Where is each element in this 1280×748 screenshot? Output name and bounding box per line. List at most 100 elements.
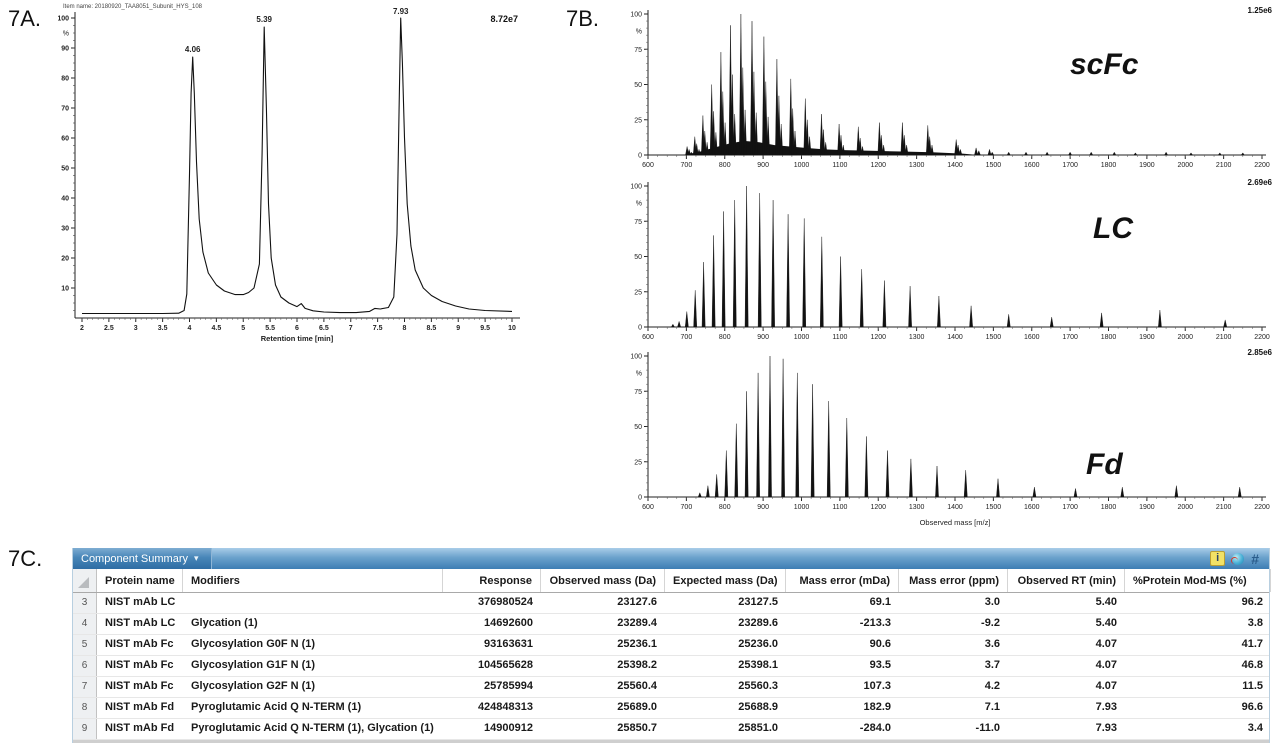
svg-text:75: 75 <box>634 389 642 396</box>
svg-text:0: 0 <box>638 153 642 160</box>
svg-text:1100: 1100 <box>832 334 847 341</box>
select-all-corner[interactable] <box>73 569 97 592</box>
header-modifiers[interactable]: Modifiers <box>183 569 443 592</box>
table-row[interactable]: 3 NIST mAb LC 376980524 23127.6 23127.5 69.1 3… <box>73 593 1269 614</box>
svg-text:1000: 1000 <box>794 162 810 169</box>
svg-text:1400: 1400 <box>947 162 963 169</box>
header-protein-mod-ms[interactable]: %Protein Mod-MS (%) <box>1125 569 1271 592</box>
cell-observed-mass: 23127.6 <box>617 596 657 608</box>
svg-text:1600: 1600 <box>1024 162 1040 169</box>
svg-text:1500: 1500 <box>986 162 1002 169</box>
cell-protein-mod-ms: 96.6 <box>1241 701 1263 713</box>
cell-modifiers: Pyroglutamic Acid Q N-TERM (1) <box>191 701 362 713</box>
cell-protein-mod-ms: 46.8 <box>1241 659 1263 671</box>
cell-mass-error-ppm: 3.6 <box>984 638 1000 650</box>
header-protein-name[interactable]: Protein name <box>97 569 183 592</box>
svg-text:5.39: 5.39 <box>256 15 272 24</box>
cell-mass-error-mda: -213.3 <box>859 617 891 629</box>
header-observed-mass[interactable]: Observed mass (Da) <box>541 569 665 592</box>
svg-text:25: 25 <box>634 459 642 466</box>
svg-text:6.5: 6.5 <box>319 325 329 332</box>
cell-response: 376980524 <box>477 596 533 608</box>
svg-text:2100: 2100 <box>1216 162 1232 169</box>
spectrum-lc-name: LC <box>1093 212 1133 245</box>
cell-expected-mass: 23289.6 <box>738 617 778 629</box>
svg-text:1600: 1600 <box>1024 334 1040 341</box>
table-bottom-strip <box>73 740 1269 743</box>
cell-protein-name: NIST mAb Fd <box>105 701 175 713</box>
header-observed-rt[interactable]: Observed RT (min) <box>1008 569 1125 592</box>
cell-protein-name: NIST mAb LC <box>105 617 176 629</box>
spectrum-fd-name: Fd <box>1086 448 1123 481</box>
info-icon[interactable]: i <box>1210 551 1226 566</box>
svg-text:7.93: 7.93 <box>393 8 409 16</box>
svg-text:20: 20 <box>61 256 69 263</box>
svg-text:25: 25 <box>634 117 642 124</box>
panel-b-label: 7B. <box>566 6 600 31</box>
table-row[interactable]: 8 NIST mAb Fd Pyroglutamic Acid Q N-TERM (… <box>73 698 1269 719</box>
cell-observed-mass: 25689.0 <box>617 701 657 713</box>
svg-text:2100: 2100 <box>1216 504 1232 511</box>
svg-text:9.5: 9.5 <box>480 325 490 332</box>
svg-text:2000: 2000 <box>1177 162 1193 169</box>
spectrum-lc-intensity-label: 2.69e6 <box>1247 178 1272 187</box>
cell-protein-name: NIST mAb Fc <box>105 659 174 671</box>
table-row[interactable]: 9 NIST mAb Fd Pyroglutamic Acid Q N-TERM (… <box>73 719 1269 740</box>
component-summary-dropdown[interactable]: Component Summary ▾ <box>73 548 212 569</box>
svg-text:3: 3 <box>134 325 138 332</box>
panel-c-label: 7C. <box>8 546 43 571</box>
chromatogram-intensity-label: 8.72e7 <box>490 14 518 24</box>
cell-observed-mass: 25398.2 <box>617 659 657 671</box>
cell-modifiers: Glycation (1) <box>191 617 258 629</box>
cell-mass-error-ppm: 4.2 <box>984 680 1000 692</box>
cell-expected-mass: 25560.3 <box>738 680 778 692</box>
svg-text:2200: 2200 <box>1254 504 1270 511</box>
cell-mass-error-mda: 90.6 <box>869 638 891 650</box>
svg-text:0: 0 <box>638 495 642 502</box>
table-row[interactable]: 6 NIST mAb Fc Glycosylation G1F N (1) 10456… <box>73 656 1269 677</box>
svg-text:100: 100 <box>58 16 69 23</box>
header-mass-error-mda[interactable]: Mass error (mDa) <box>786 569 899 592</box>
header-expected-mass[interactable]: Expected mass (Da) <box>665 569 786 592</box>
svg-text:10: 10 <box>61 286 69 293</box>
svg-text:1500: 1500 <box>986 334 1002 341</box>
cell-response: 93163631 <box>484 638 533 650</box>
svg-text:1900: 1900 <box>1139 504 1155 511</box>
svg-text:100: 100 <box>630 12 642 19</box>
cell-protein-mod-ms: 3.8 <box>1247 617 1263 629</box>
svg-text:50: 50 <box>634 254 642 261</box>
cell-mass-error-ppm: -11.0 <box>975 722 1000 734</box>
cell-modifiers: Glycosylation G0F N (1) <box>191 638 316 650</box>
svg-text:1000: 1000 <box>794 334 810 341</box>
header-mass-error-ppm[interactable]: Mass error (ppm) <box>899 569 1008 592</box>
cell-modifiers <box>183 593 443 613</box>
corner-triangle-icon <box>78 577 89 588</box>
header-response[interactable]: Response <box>443 569 541 592</box>
svg-text:5: 5 <box>241 325 245 332</box>
cell-protein-name: NIST mAb Fd <box>105 722 175 734</box>
cell-observed-rt: 4.07 <box>1095 659 1117 671</box>
row-number: 6 <box>73 656 97 676</box>
row-number: 3 <box>73 593 97 613</box>
svg-text:1700: 1700 <box>1062 162 1078 169</box>
spectrum-scfc-name: scFc <box>1070 48 1139 81</box>
chevron-down-icon: ▾ <box>194 553 199 563</box>
chromatogram-item-name: Item name: 20180920_TAA8051_Subunit_HYS_… <box>63 4 202 10</box>
svg-text:1200: 1200 <box>870 162 886 169</box>
svg-text:2200: 2200 <box>1254 162 1270 169</box>
table-row[interactable]: 4 NIST mAb LC Glycation (1) 14692600 23289.4… <box>73 614 1269 635</box>
table-row[interactable]: 7 NIST mAb Fc Glycosylation G2F N (1) 25785… <box>73 677 1269 698</box>
cell-observed-rt: 4.07 <box>1095 680 1117 692</box>
svg-text:1300: 1300 <box>909 162 925 169</box>
svg-text:Observed mass [m/z]: Observed mass [m/z] <box>920 518 991 527</box>
cell-protein-mod-ms: 11.5 <box>1242 680 1263 692</box>
svg-text:70: 70 <box>61 106 69 113</box>
globe-refresh-icon[interactable] <box>1231 552 1245 565</box>
table-row[interactable]: 5 NIST mAb Fc Glycosylation G0F N (1) 93163… <box>73 635 1269 656</box>
svg-text:900: 900 <box>757 162 769 169</box>
row-number: 4 <box>73 614 97 634</box>
svg-text:1400: 1400 <box>947 504 963 511</box>
svg-text:4: 4 <box>188 325 192 332</box>
svg-text:900: 900 <box>757 504 769 511</box>
number-format-icon[interactable]: # <box>1251 550 1259 567</box>
